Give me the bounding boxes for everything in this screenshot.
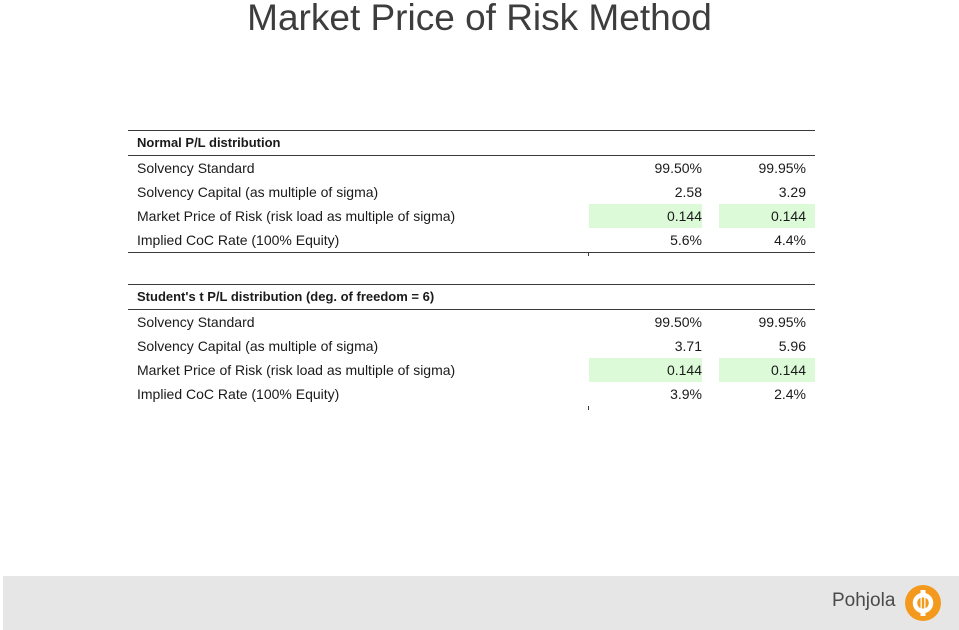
table-row: Implied CoC Rate (100% Equity) 5.6% 4.4% [128,228,815,252]
row-label: Implied CoC Rate (100% Equity) [137,386,340,402]
table-row: Solvency Capital (as multiple of sigma) … [128,334,815,358]
row-label: Solvency Capital (as multiple of sigma) [137,338,379,354]
footer-bar [3,576,959,630]
table-row: Solvency Standard 99.50% 99.95% [128,310,815,334]
row-label: Solvency Standard [137,160,255,176]
value-col-1: 2.58 [674,184,702,200]
row-label: Implied CoC Rate (100% Equity) [137,232,340,248]
value-col-1: 99.50% [654,314,702,330]
pohjola-logo-icon [905,585,941,621]
value-col-1: 0.144 [589,358,702,382]
table-bottom-rule [128,252,815,253]
row-label: Market Price of Risk (risk load as multi… [137,362,456,378]
row-label: Market Price of Risk (risk load as multi… [137,208,456,224]
row-label: Solvency Standard [137,314,255,330]
value-col-1: 99.50% [654,160,702,176]
value-col-2: 0.144 [719,358,815,382]
table-top-rule [128,284,815,285]
value-col-1: 3.9% [670,386,702,402]
table-bottom-tick [588,252,589,256]
table-row: Solvency Capital (as multiple of sigma) … [128,180,815,204]
slide-title: Market Price of Risk Method [247,0,712,38]
row-label: Solvency Capital (as multiple of sigma) [137,184,379,200]
table-row: Solvency Standard 99.50% 99.95% [128,156,815,180]
value-col-2: 0.144 [719,204,815,228]
value-col-2: 2.4% [774,386,806,402]
pohjola-logo-text: Pohjola [832,590,896,611]
table-row-highlighted: Market Price of Risk (risk load as multi… [128,358,815,382]
table-row: Implied CoC Rate (100% Equity) 3.9% 2.4% [128,382,815,406]
table-bottom-tick [588,406,589,410]
value-col-2: 3.29 [778,184,806,200]
value-col-2: 5.96 [778,338,806,354]
students-t-distribution-table: Student's t P/L distribution (deg. of fr… [128,284,815,412]
table-row-highlighted: Market Price of Risk (risk load as multi… [128,204,815,228]
value-col-1: 0.144 [589,204,702,228]
value-col-2: 99.95% [758,160,806,176]
value-col-1: 5.6% [670,232,702,248]
value-col-2: 4.4% [774,232,806,248]
table-header: Normal P/L distribution [128,131,815,156]
value-col-2: 99.95% [758,314,806,330]
value-col-1: 3.71 [674,338,702,354]
normal-distribution-table: Normal P/L distribution Solvency Standar… [128,130,815,258]
table-top-rule [128,130,815,131]
table-header: Student's t P/L distribution (deg. of fr… [128,285,815,310]
